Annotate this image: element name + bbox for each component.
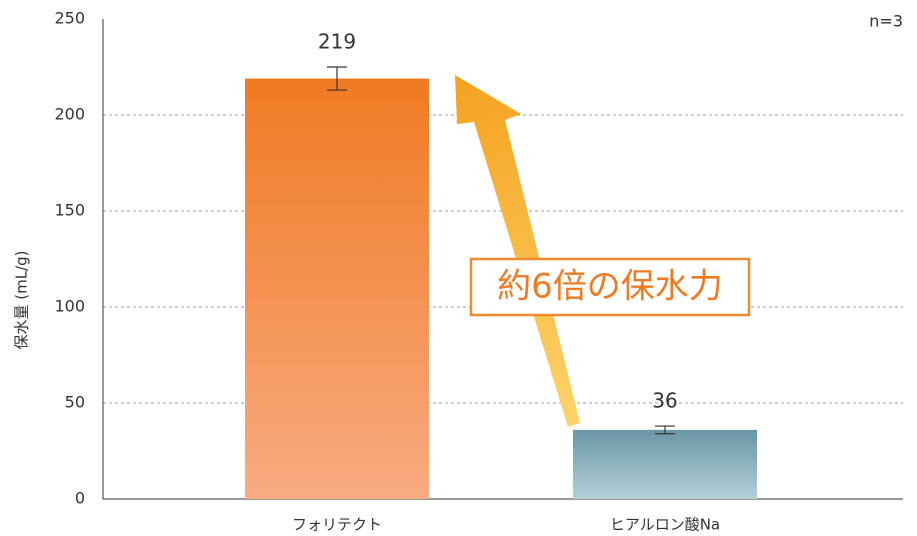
x-tick-label: ヒアルロン酸Na bbox=[610, 516, 720, 534]
annotation: 約6倍の保水力 bbox=[497, 267, 723, 307]
y-axis-label: 保水量 (mL/g) bbox=[13, 250, 31, 349]
y-tick-label: 250 bbox=[54, 9, 85, 28]
y-tick-label: 150 bbox=[54, 201, 85, 220]
value-label: 36 bbox=[652, 389, 677, 413]
error-bar bbox=[327, 66, 347, 91]
y-tick-label: 100 bbox=[54, 297, 85, 316]
x-tick-label: フォリテクト bbox=[292, 516, 382, 534]
error-bar bbox=[655, 425, 675, 435]
annotation-box bbox=[469, 257, 751, 317]
plot-area: 0 50 100 150 200 250 フォリテクト 219 ヒアルロン酸Na 36 bbox=[54, 9, 903, 534]
y-tick-label: 200 bbox=[54, 105, 85, 124]
arrow bbox=[455, 75, 580, 427]
bar bbox=[245, 78, 429, 500]
y-tick-label: 50 bbox=[65, 393, 85, 412]
bar bbox=[573, 429, 757, 499]
y-tick-label: 0 bbox=[75, 489, 85, 508]
note: n=3 bbox=[869, 12, 903, 31]
value-label: 219 bbox=[318, 30, 356, 54]
